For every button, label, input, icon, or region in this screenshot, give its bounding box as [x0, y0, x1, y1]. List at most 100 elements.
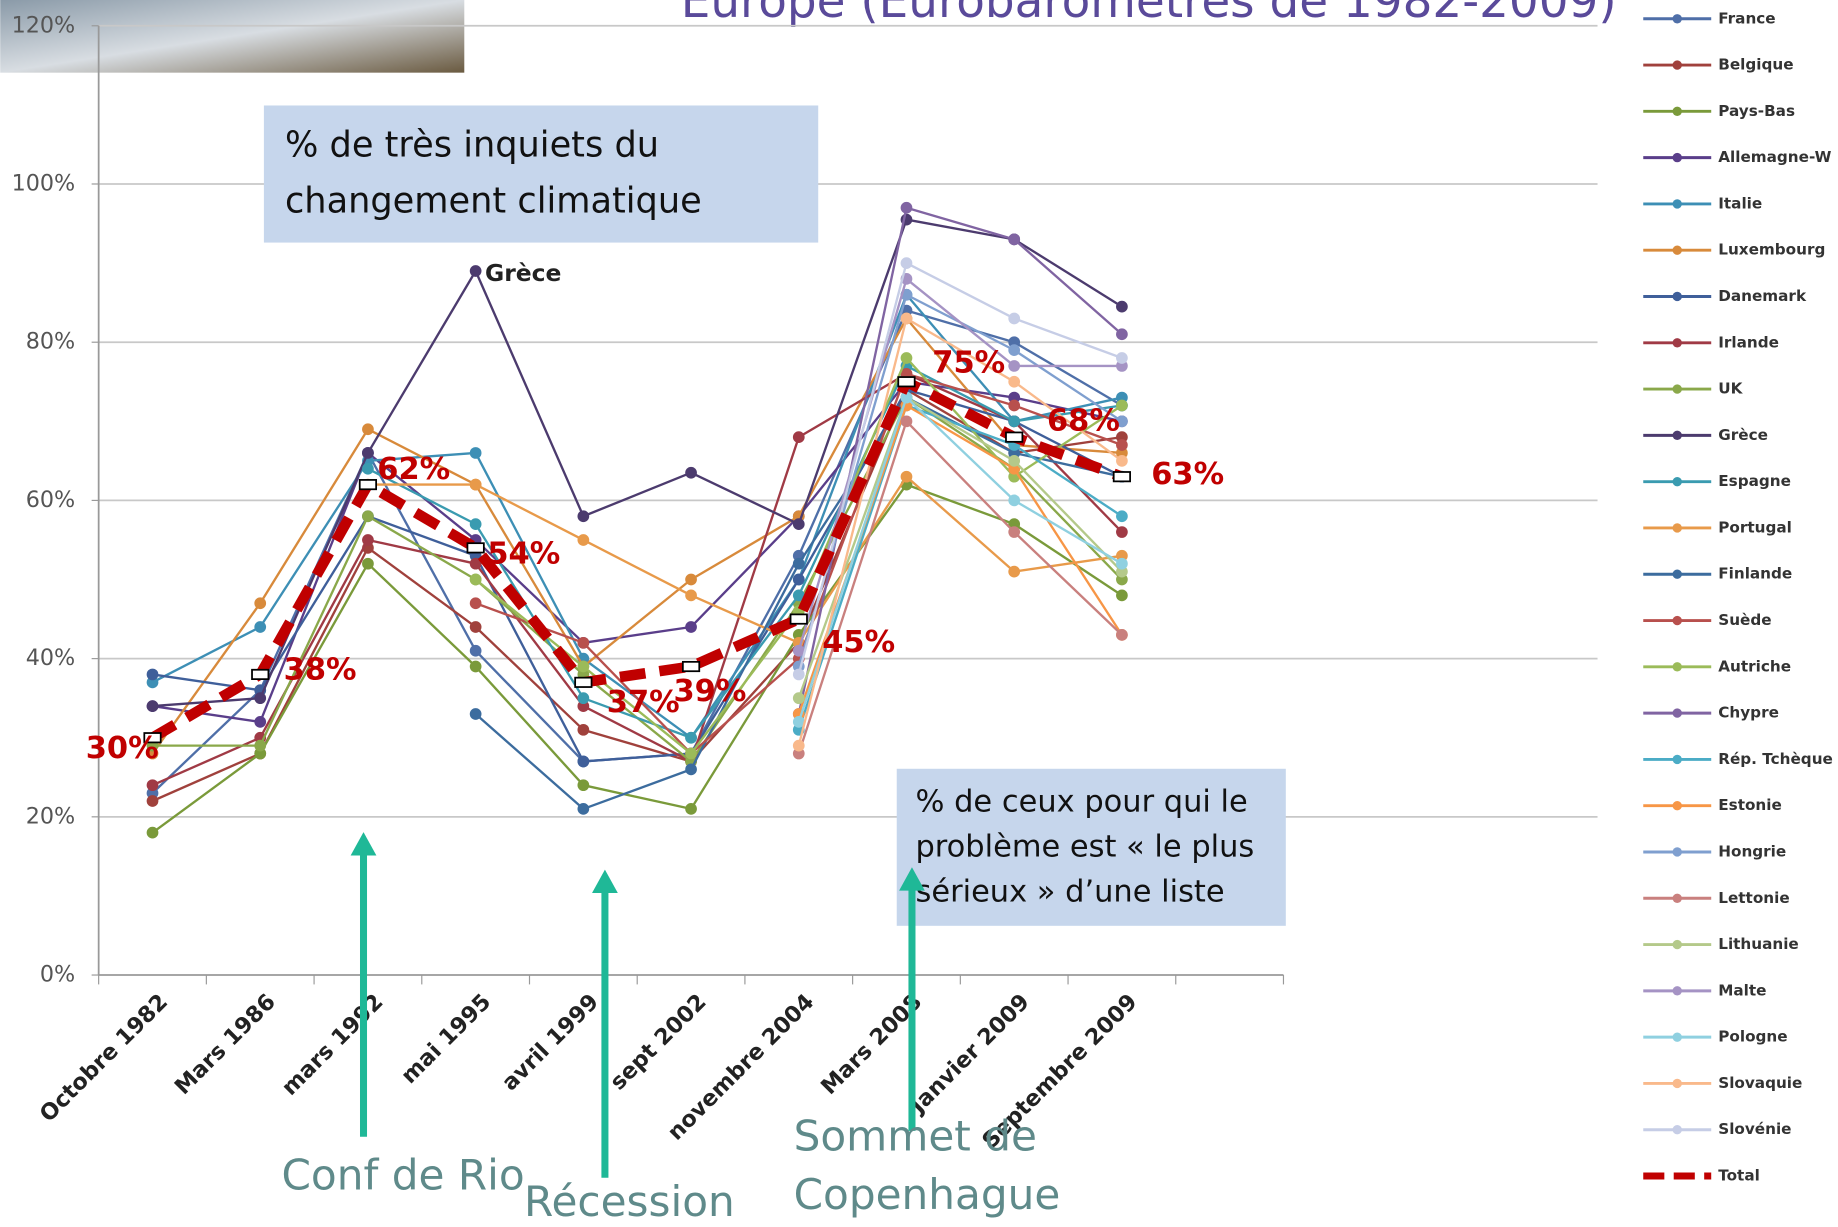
data-label: 63%: [1151, 457, 1224, 492]
legend-label: Pays-Bas: [1718, 102, 1795, 120]
point-marker: [901, 471, 913, 483]
point-marker: [254, 716, 266, 728]
legend-marker: [1673, 662, 1682, 671]
point-marker: [685, 574, 697, 586]
point-marker: [362, 534, 374, 546]
point-marker: [898, 377, 914, 386]
point-marker: [362, 447, 374, 459]
point-marker: [1008, 376, 1020, 388]
point-marker: [1114, 472, 1130, 481]
legend-marker: [1673, 616, 1682, 625]
point-marker: [901, 352, 913, 364]
point-marker: [254, 621, 266, 633]
point-marker: [577, 724, 589, 736]
y-tick-label: 100%: [12, 170, 76, 196]
point-marker: [147, 700, 159, 712]
point-marker: [685, 621, 697, 633]
legend-label: Italie: [1718, 194, 1762, 212]
point-marker: [254, 597, 266, 609]
point-marker: [577, 534, 589, 546]
legend-label: Grèce: [1718, 426, 1768, 444]
point-label: Grèce: [485, 259, 561, 287]
point-marker: [1008, 495, 1020, 507]
point-marker: [362, 558, 374, 570]
text-box-line: % de très inquiets du: [285, 124, 659, 165]
data-label: 30%: [86, 731, 159, 766]
legend-label: France: [1718, 9, 1775, 27]
chart-title: Europe (Eurobaromètres de 1982-2009): [681, 0, 1617, 29]
point-marker: [1116, 328, 1128, 340]
text-box-line: sérieux » d’une liste: [915, 875, 1224, 910]
point-marker: [575, 678, 591, 687]
event-label: Conf de Rio: [281, 1150, 524, 1199]
series-line: [153, 390, 1122, 801]
legend-marker: [1673, 755, 1682, 764]
point-marker: [470, 518, 482, 530]
point-marker: [901, 257, 913, 269]
point-marker: [470, 708, 482, 720]
data-label: 45%: [822, 625, 895, 660]
y-tick-label: 60%: [26, 487, 75, 513]
point-marker: [577, 756, 589, 768]
point-marker: [577, 692, 589, 704]
event-label: Récession: [524, 1177, 735, 1226]
legend-label: Lettonie: [1718, 889, 1789, 907]
legend-marker: [1673, 986, 1682, 995]
data-label: 38%: [284, 652, 357, 687]
legend-marker: [1673, 1079, 1682, 1088]
x-tick-label: mars 1992: [277, 989, 389, 1101]
point-marker: [1008, 234, 1020, 246]
legend-label: Total: [1718, 1167, 1760, 1185]
legend-marker: [1673, 847, 1682, 856]
point-marker: [685, 803, 697, 815]
legend-marker: [1673, 384, 1682, 393]
legend-marker: [1673, 14, 1682, 23]
point-marker: [1008, 566, 1020, 578]
legend-label: UK: [1718, 380, 1743, 398]
data-label: 75%: [932, 346, 1005, 381]
point-marker: [252, 670, 268, 679]
legend-marker: [1673, 431, 1682, 440]
legend-label: Estonie: [1718, 796, 1782, 814]
point-marker: [1008, 344, 1020, 356]
legend-marker: [1673, 894, 1682, 903]
legend-label: Malte: [1718, 981, 1766, 999]
legend-marker: [1673, 60, 1682, 69]
legend-label: Belgique: [1718, 56, 1793, 74]
point-marker: [1008, 360, 1020, 372]
point-marker: [147, 795, 159, 807]
point-marker: [1116, 526, 1128, 538]
point-marker: [577, 637, 589, 649]
legend-marker: [1673, 107, 1682, 116]
chart: Europe (Eurobaromètres de 1982-2009) 0%2…: [0, 0, 1838, 1227]
point-marker: [254, 692, 266, 704]
point-marker: [362, 463, 374, 475]
point-marker: [1116, 629, 1128, 641]
point-marker: [901, 313, 913, 325]
point-marker: [470, 645, 482, 657]
point-marker: [1008, 415, 1020, 427]
text-box-line: problème est « le plus: [915, 829, 1254, 864]
point-marker: [685, 732, 697, 744]
data-label: 54%: [487, 536, 560, 571]
legend-marker: [1673, 570, 1682, 579]
point-marker: [470, 621, 482, 633]
point-marker: [1116, 510, 1128, 522]
point-marker: [1116, 439, 1128, 451]
arrow-head: [592, 870, 618, 893]
point-marker: [793, 740, 805, 752]
y-tick-label: 40%: [26, 645, 75, 671]
point-marker: [793, 669, 805, 681]
legend-label: Hongrie: [1718, 842, 1786, 860]
point-marker: [1116, 301, 1128, 313]
data-label: 37%: [607, 685, 680, 720]
point-marker: [793, 692, 805, 704]
point-marker: [470, 447, 482, 459]
y-tick-label: 20%: [26, 803, 75, 829]
series-line: [799, 263, 1122, 674]
point-marker: [793, 558, 805, 570]
point-marker: [470, 479, 482, 491]
legend-marker: [1673, 940, 1682, 949]
point-marker: [793, 518, 805, 530]
point-marker: [470, 661, 482, 673]
